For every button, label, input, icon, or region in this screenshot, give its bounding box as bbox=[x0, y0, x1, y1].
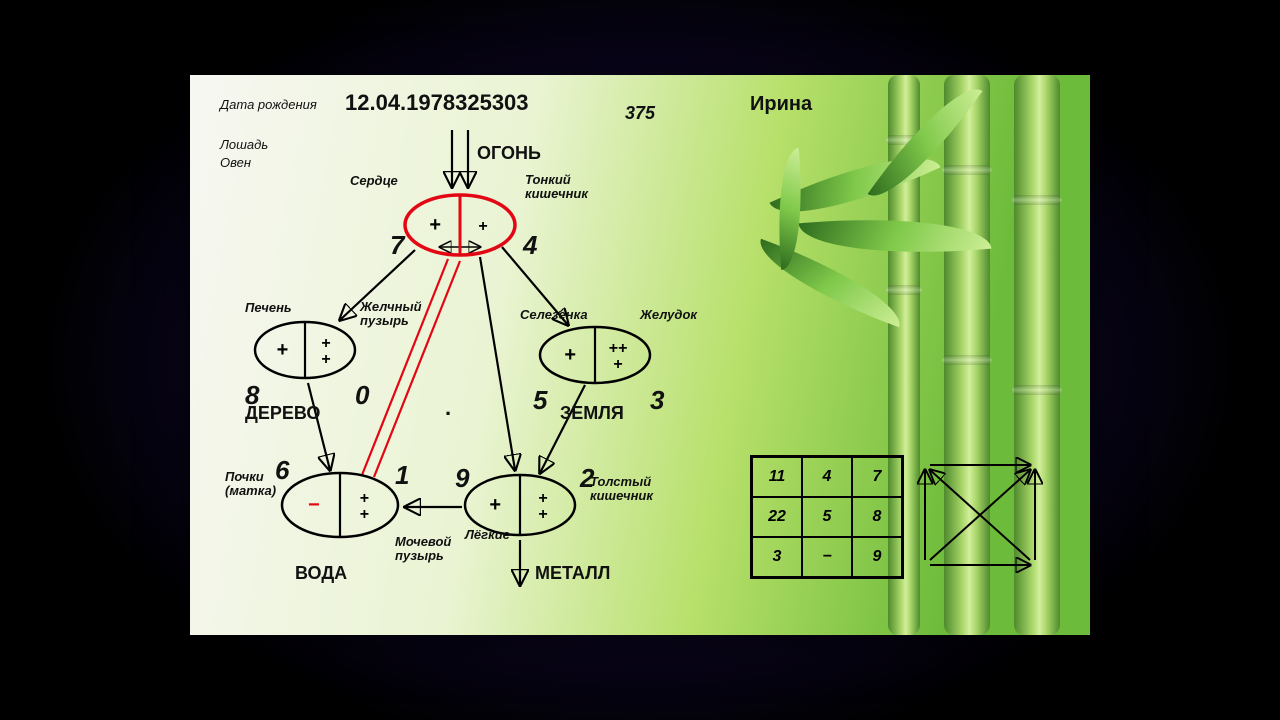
svg-text:+: + bbox=[489, 494, 501, 516]
svg-text:++: ++ bbox=[609, 340, 628, 357]
svg-text:+: + bbox=[564, 344, 576, 366]
grid-cell: 11 bbox=[752, 457, 802, 497]
grid-cell: 9 bbox=[852, 537, 902, 577]
grid-cell: 3 bbox=[752, 537, 802, 577]
grid-cell: 4 bbox=[802, 457, 852, 497]
cosmos-background: Дата рождения 12.04.1978325303 375 Ирина… bbox=[0, 0, 1280, 720]
grid-cell: 7 bbox=[852, 457, 902, 497]
diagram-card: Дата рождения 12.04.1978325303 375 Ирина… bbox=[190, 75, 1090, 635]
svg-text:+: + bbox=[360, 490, 369, 507]
svg-text:+: + bbox=[321, 351, 330, 368]
svg-text:+: + bbox=[360, 506, 369, 523]
svg-text:+: + bbox=[613, 356, 622, 373]
number-grid: 1147 2258 3−9 bbox=[750, 455, 904, 579]
svg-text:+: + bbox=[478, 218, 487, 235]
svg-text:−: − bbox=[308, 494, 320, 516]
svg-text:+: + bbox=[321, 335, 330, 352]
grid-cell: 5 bbox=[802, 497, 852, 537]
svg-text:+: + bbox=[538, 490, 547, 507]
grid-cell: 22 bbox=[752, 497, 802, 537]
svg-text:+: + bbox=[277, 339, 289, 361]
five-elements-diagram: +++++++++−+++++ bbox=[190, 75, 1090, 635]
svg-text:+: + bbox=[429, 214, 441, 236]
grid-cell: 8 bbox=[852, 497, 902, 537]
grid-cell: − bbox=[802, 537, 852, 577]
svg-text:+: + bbox=[538, 506, 547, 523]
